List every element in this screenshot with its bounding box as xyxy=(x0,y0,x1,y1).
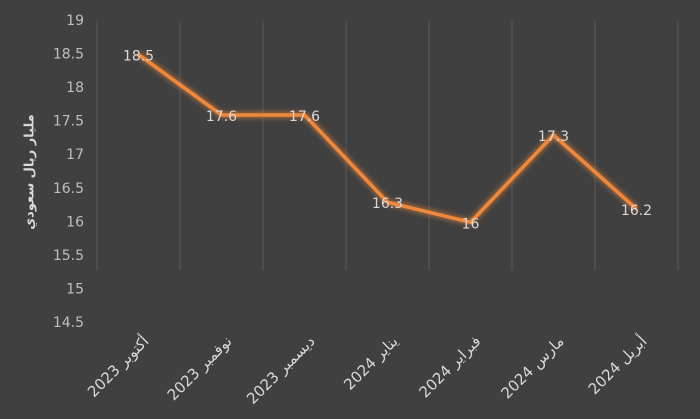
y-tick-label: 16 xyxy=(66,214,84,230)
line xyxy=(137,53,638,225)
data-label: 17.3 xyxy=(538,129,569,145)
y-axis-title: مليار ريال سعودي xyxy=(23,114,38,229)
y-tick-label: 15 xyxy=(66,281,84,297)
data-label: 18.5 xyxy=(123,49,154,65)
y-tick-label: 15.5 xyxy=(53,248,84,264)
data-label: 16 xyxy=(462,216,480,232)
data-label: 16.3 xyxy=(372,196,403,212)
y-tick-label: 16.5 xyxy=(53,181,84,197)
data-label: 17.6 xyxy=(289,109,320,125)
data-label: 16.2 xyxy=(621,203,652,219)
y-tick-label: 18 xyxy=(66,80,84,96)
y-tick-label: 17 xyxy=(66,147,84,163)
data-label: 17.6 xyxy=(206,109,237,125)
y-tick-label: 19 xyxy=(66,13,84,29)
y-tick-label: 18.5 xyxy=(53,47,84,63)
y-tick-label: 14.5 xyxy=(53,315,84,331)
y-tick-label: 17.5 xyxy=(53,114,84,130)
